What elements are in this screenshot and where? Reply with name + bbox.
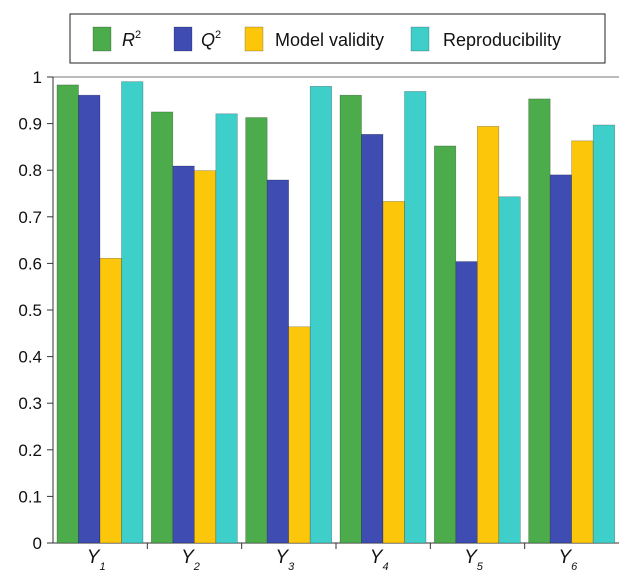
bar-4-cat-5 (498, 196, 521, 544)
bar-3-cat-5 (477, 126, 500, 544)
legend-swatch (173, 26, 193, 52)
bar-4-cat-2 (215, 113, 238, 544)
x-tick-label: Y6 (558, 547, 578, 571)
bar-4-cat-6 (592, 124, 615, 544)
bar-3-cat-4 (382, 201, 405, 544)
legend-box (69, 13, 606, 64)
bar-1-cat-1 (56, 84, 79, 544)
y-tick-label: 0.8 (18, 161, 42, 180)
bar-1-cat-4 (339, 94, 362, 544)
x-tick-label: Y4 (370, 547, 389, 571)
y-tick-label: 0.7 (18, 208, 42, 227)
x-tick-label: Y2 (181, 547, 200, 571)
bar-4-cat-1 (121, 81, 144, 544)
bars (56, 81, 615, 549)
y-tick-label: 0.1 (18, 487, 42, 506)
x-tick-label: Y3 (275, 547, 295, 571)
y-tick-label: 0.6 (18, 254, 42, 273)
legend-swatch (410, 26, 430, 52)
bar-3-cat-3 (288, 326, 311, 544)
y-tick-label: 0 (33, 534, 42, 553)
bar-2-cat-2 (172, 165, 195, 544)
bar-1-cat-3 (245, 117, 268, 544)
legend-label: Q2 (201, 29, 221, 50)
legend: R2 Q2 Model validity Reproducibility (69, 13, 606, 64)
y-tick-label: 1 (33, 68, 42, 87)
bar-4-cat-4 (404, 91, 427, 544)
bar-2-cat-6 (549, 174, 572, 544)
y-tick-label: 0.2 (18, 441, 42, 460)
bar-2-cat-4 (361, 134, 384, 544)
x-tick-label: Y1 (87, 547, 106, 571)
y-axis-ticks: 0 0.1 0.2 0.3 0.4 0.5 0.6 0.7 0.8 0.9 1 (18, 68, 53, 553)
legend-swatch (244, 26, 264, 52)
bar-3-cat-1 (99, 257, 122, 544)
legend-label: Model validity (275, 30, 384, 50)
bar-4-cat-3 (309, 86, 332, 544)
bar-1-cat-5 (434, 145, 457, 544)
legend-swatch (92, 26, 112, 52)
x-tick-label: Y5 (464, 547, 484, 571)
legend-label: R2 (122, 29, 141, 50)
y-tick-label: 0.9 (18, 115, 42, 134)
y-tick-label: 0.3 (18, 394, 42, 413)
bar-1-cat-6 (528, 98, 551, 544)
bar-2-cat-3 (266, 179, 289, 544)
bar-1-cat-2 (151, 111, 174, 544)
bar-3-cat-6 (571, 140, 594, 544)
bar-2-cat-1 (78, 94, 101, 544)
y-tick-label: 0.4 (18, 348, 42, 367)
x-axis-labels: Y1 Y2 Y3 Y4 Y5 Y6 (87, 547, 578, 571)
y-tick-label: 0.5 (18, 301, 42, 320)
bar-3-cat-2 (194, 170, 217, 544)
bar-2-cat-5 (455, 261, 478, 544)
legend-label: Reproducibility (443, 30, 561, 50)
